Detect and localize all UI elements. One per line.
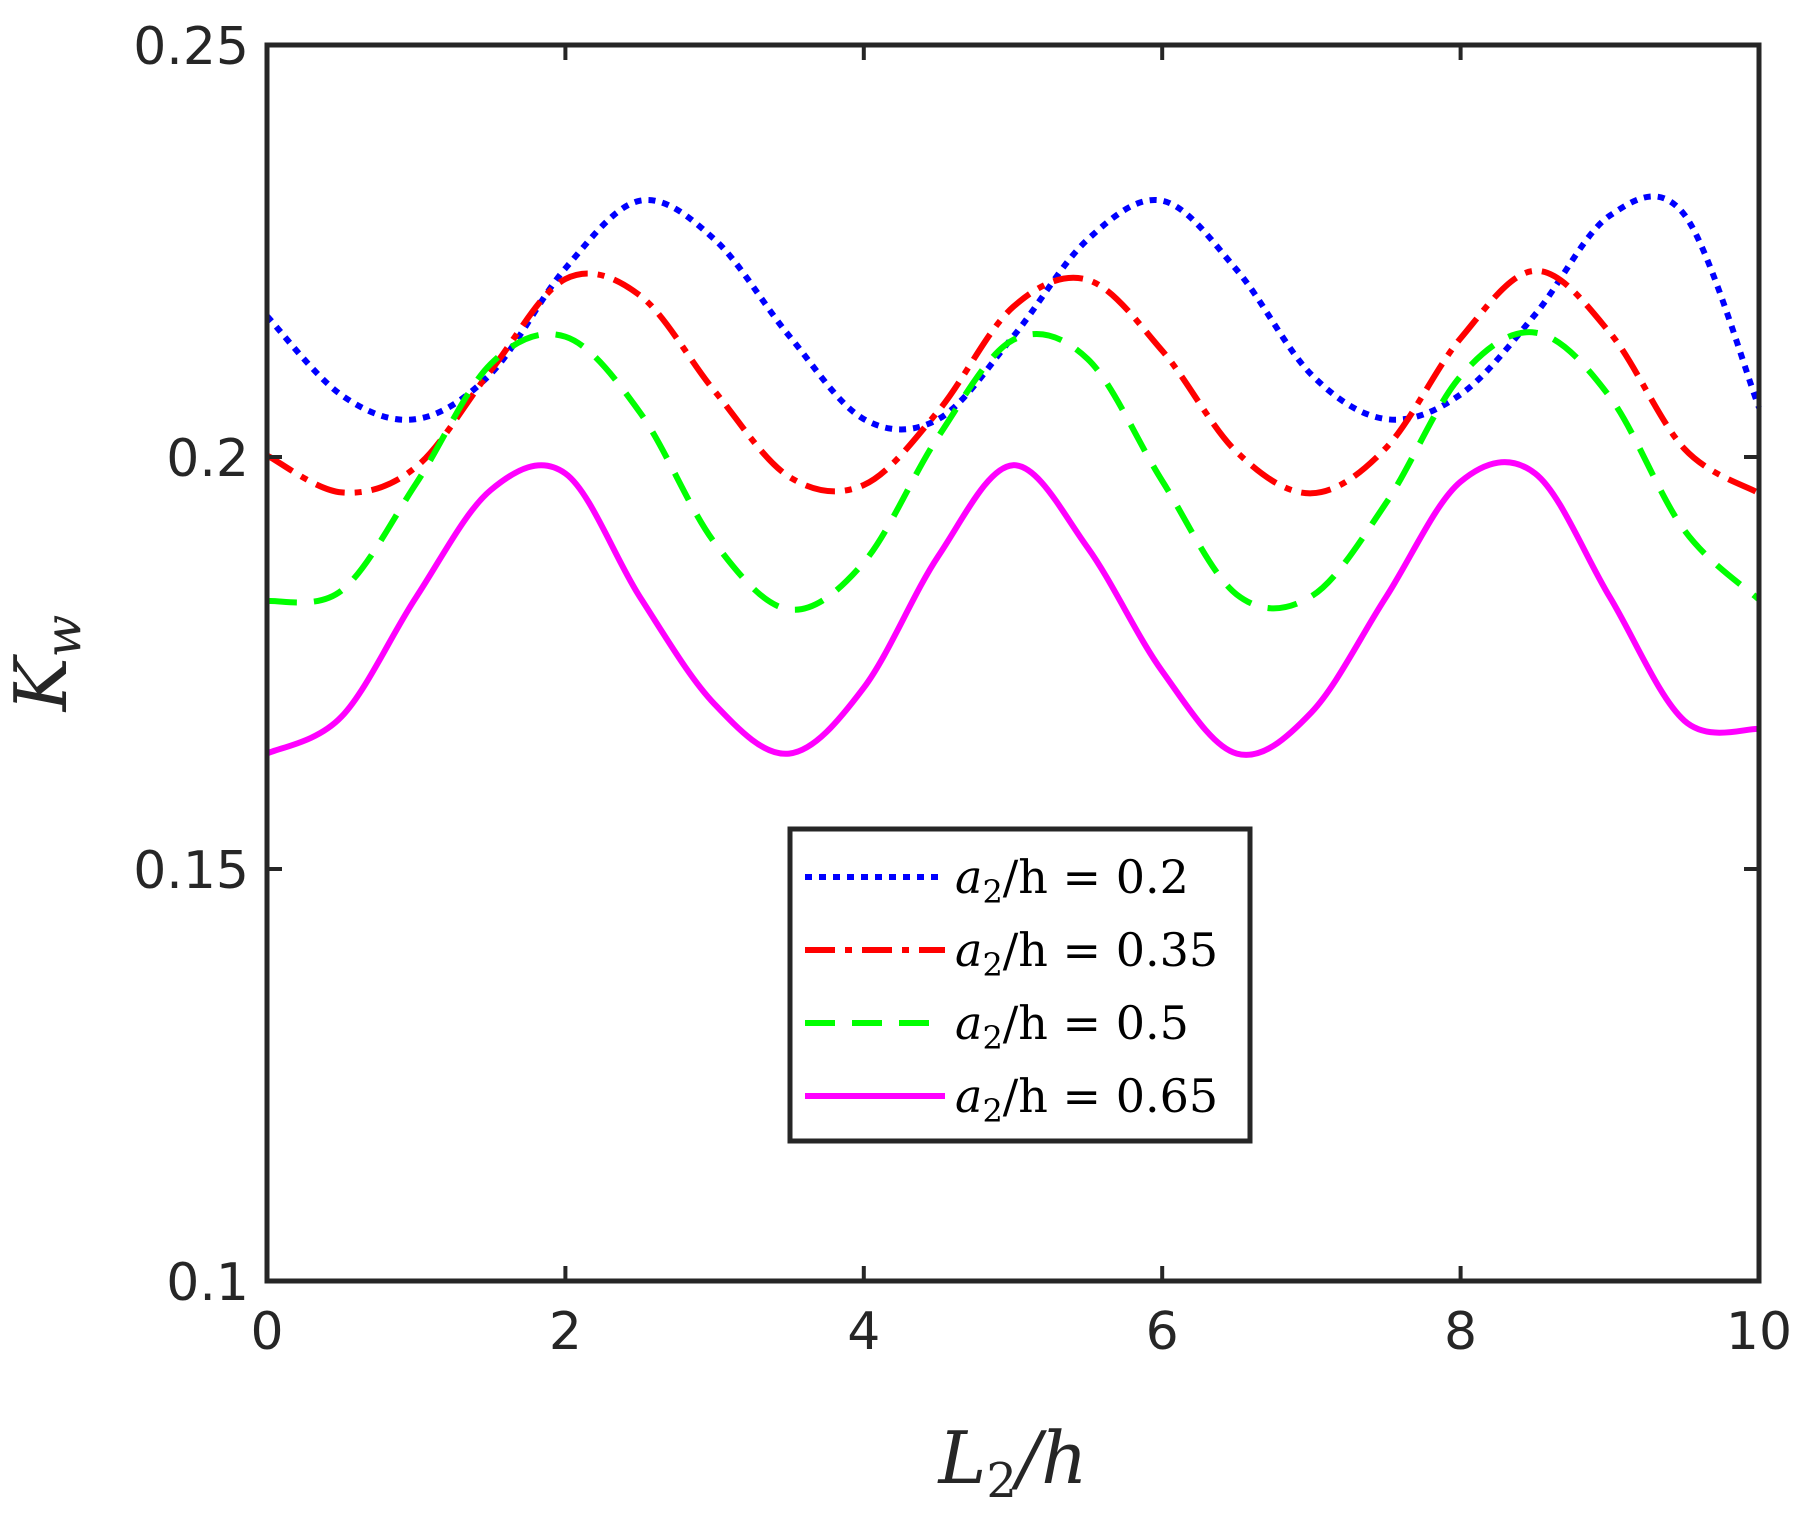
legend-label-2: a2/h = 0.5 [955, 996, 1189, 1057]
legend-label-sub: 2 [982, 1092, 1002, 1130]
series-line-3 [265, 459, 1760, 758]
x-tick-label: 8 [1444, 1302, 1477, 1362]
y-tick-label: 0.2 [166, 429, 249, 489]
series-layer [264, 193, 1762, 758]
tick-layer: 0 2 4 6 8 10 0.1 0.15 0.2 0.25 [133, 17, 1792, 1362]
legend-label-var: a [955, 923, 982, 977]
y-tick-label: 0.1 [166, 1253, 249, 1313]
legend-label-rest: /h = 0.65 [1003, 1069, 1218, 1123]
legend-box [787, 826, 1253, 1144]
legend-label-sub: 2 [982, 873, 1002, 911]
x-tick-label: 0 [250, 1302, 283, 1362]
legend-label-1: a2/h = 0.35 [955, 923, 1218, 984]
legend-label-0: a2/h = 0.2 [955, 850, 1189, 911]
axes-box [264, 42, 1762, 1284]
x-tick-label: 4 [847, 1302, 880, 1362]
x-tick-label: 10 [1726, 1302, 1792, 1362]
y-axis-label-sub: w [34, 615, 92, 658]
y-axis-label: Kw [0, 615, 92, 714]
y-tick-label: 0.15 [133, 841, 249, 901]
legend-label-rest: /h = 0.5 [1003, 996, 1189, 1050]
legend-label-var: a [955, 1069, 982, 1123]
legend-label-rest: /h = 0.35 [1003, 923, 1218, 977]
x-axis-label: L2/h [937, 1416, 1088, 1509]
legend-label-rest: /h = 0.2 [1003, 850, 1189, 904]
legend-label-var: a [955, 850, 982, 904]
y-tick-label: 0.25 [133, 17, 249, 77]
x-axis-label-main: L [937, 1416, 987, 1500]
x-tick-label: 6 [1146, 1302, 1179, 1362]
legend-label-sub: 2 [982, 1019, 1002, 1057]
legend-label-sub: 2 [982, 946, 1002, 984]
series-line-2 [266, 329, 1762, 613]
x-axis-label-rest: /h [1011, 1416, 1088, 1500]
legend-label-var: a [955, 996, 982, 1050]
series-line-1 [265, 267, 1761, 497]
y-axis-label-main: K [0, 653, 83, 713]
x-tick-label: 2 [549, 1302, 582, 1362]
legend-label-3: a2/h = 0.65 [955, 1069, 1218, 1130]
x-axis-label-sub: 2 [986, 1453, 1017, 1509]
